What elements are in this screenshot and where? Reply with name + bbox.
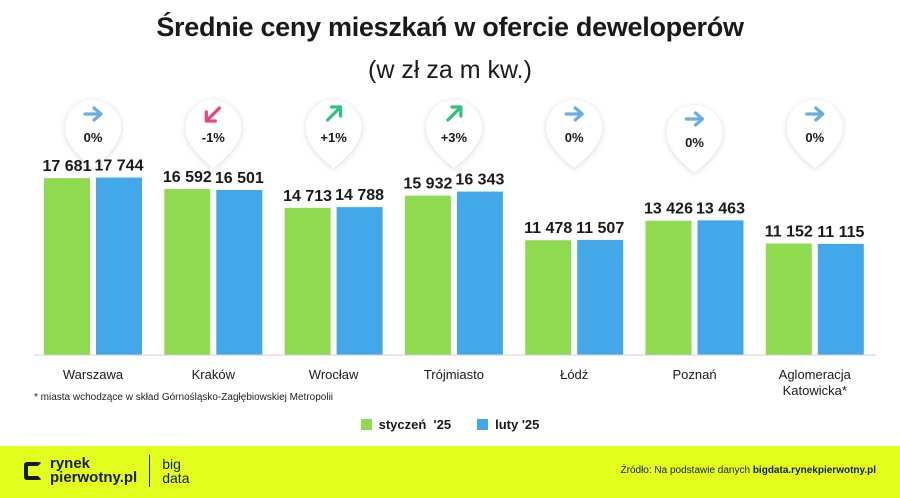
value-label-february-6: 11 115 [817, 224, 864, 241]
badge-pin-5 [666, 105, 723, 173]
logo-mark-icon [24, 462, 42, 480]
footnote: * miasta wchodzące w skład Górnośląsko-Z… [34, 392, 334, 403]
category-label-1: Kraków [192, 367, 236, 382]
badge-pin-0 [65, 100, 121, 168]
bar-january-4 [525, 240, 572, 355]
badge-pin-1 [185, 100, 242, 168]
category-label-4: Łódź [560, 367, 588, 382]
bar-january-2 [284, 207, 331, 355]
bar-january-5 [645, 220, 692, 355]
change-badge-2: +1% [305, 100, 362, 168]
bar-january-6 [765, 243, 812, 355]
source-link[interactable]: bigdata.rynekpierwotny.pl [752, 465, 876, 476]
change-badge-0: 0% [65, 100, 121, 168]
bar-chart: 0% -1% +1% +3% 0% 0% 0% 17 681 17 744 16 592 16 5… [34, 100, 876, 398]
change-label-2: +1% [320, 130, 347, 145]
change-label-4: 0% [565, 130, 584, 145]
value-label-february-4: 11 507 [576, 220, 624, 237]
value-label-february-0: 17 744 [95, 158, 144, 175]
value-label-february-2: 14 788 [335, 187, 384, 204]
value-label-january-3: 15 932 [403, 176, 452, 193]
bar-february-4 [577, 239, 624, 355]
category-label-6-0: Aglomeracja [779, 367, 852, 382]
value-label-january-6: 11 152 [765, 223, 813, 240]
bar-january-1 [164, 189, 211, 355]
legend-label-january: styczeń '25 [378, 417, 452, 432]
arrow-right-icon [684, 111, 705, 127]
badge-pin-3 [425, 100, 482, 168]
value-label-february-1: 16 501 [215, 170, 264, 187]
change-label-3: +3% [441, 130, 468, 145]
legend-item-february: luty '25 [477, 417, 539, 432]
legend-label-february: luty '25 [495, 417, 540, 432]
legend-swatch-january [360, 419, 372, 430]
badge-pin-2 [305, 100, 362, 168]
change-label-1: -1% [202, 130, 226, 145]
bar-january-0 [44, 178, 90, 355]
value-label-february-3: 16 343 [455, 172, 504, 189]
legend-item-january: styczeń '25 [360, 417, 452, 432]
change-label-0: 0% [84, 130, 103, 145]
category-label-5: Poznań [672, 367, 716, 382]
bar-february-6 [817, 243, 864, 355]
legend-swatch-february [477, 419, 489, 430]
value-label-january-1: 16 592 [163, 169, 212, 186]
bar-february-2 [336, 207, 383, 355]
arrow-up-right-icon [326, 105, 343, 122]
bar-february-5 [697, 220, 744, 355]
category-label-3: Trójmiasto [424, 367, 484, 382]
bar-february-1 [216, 189, 263, 355]
chart-subtitle: (w zł za m kw.) [368, 56, 532, 84]
arrow-down-left-icon [204, 106, 221, 123]
value-label-january-0: 17 681 [43, 158, 92, 175]
category-label-0: Warszawa [63, 367, 124, 382]
logo-line1: rynek [50, 455, 91, 472]
source-prefix: Źródło: Na podstawie danych [620, 465, 751, 476]
arrow-right-icon [83, 106, 103, 122]
change-badge-3: +3% [425, 100, 482, 168]
bar-february-0 [96, 177, 142, 355]
bar-january-3 [404, 195, 451, 355]
source-note: Źródło: Na podstawie danych bigdata.ryne… [621, 465, 876, 476]
logo-separator [149, 455, 151, 487]
chart-title: Średnie ceny mieszkań w ofercie dewelope… [156, 12, 744, 42]
value-label-february-5: 13 463 [696, 200, 745, 217]
badge-pin-4 [546, 100, 603, 168]
category-label-6-1: Katowicka* [783, 383, 847, 398]
change-label-5: 0% [685, 135, 704, 150]
rynekpierwotny-logo: rynek pierwotny.pl big data [24, 455, 189, 487]
change-badge-5: 0% [666, 105, 723, 173]
bar-february-3 [456, 191, 503, 355]
badge-pin-6 [786, 100, 843, 168]
arrow-right-icon [564, 106, 584, 122]
legend: styczeń '25 luty '25 [0, 417, 900, 432]
change-badge-6: 0% [786, 100, 843, 168]
change-badge-4: 0% [546, 100, 603, 168]
arrow-up-right-icon [446, 105, 463, 122]
change-badge-1: -1% [185, 100, 242, 168]
value-label-january-4: 11 478 [524, 220, 572, 237]
category-label-2: Wrocław [309, 367, 359, 382]
value-label-january-2: 14 713 [283, 188, 332, 205]
change-label-6: 0% [805, 130, 824, 145]
logo-big-line1: big [162, 456, 181, 472]
arrow-right-icon [805, 106, 825, 122]
logo-line2: pierwotny.pl [50, 469, 138, 486]
value-label-january-5: 13 426 [644, 201, 693, 218]
footer-bar: rynek pierwotny.pl big data Źródło: Na p… [0, 446, 900, 498]
logo-big-line2: data [162, 470, 190, 486]
